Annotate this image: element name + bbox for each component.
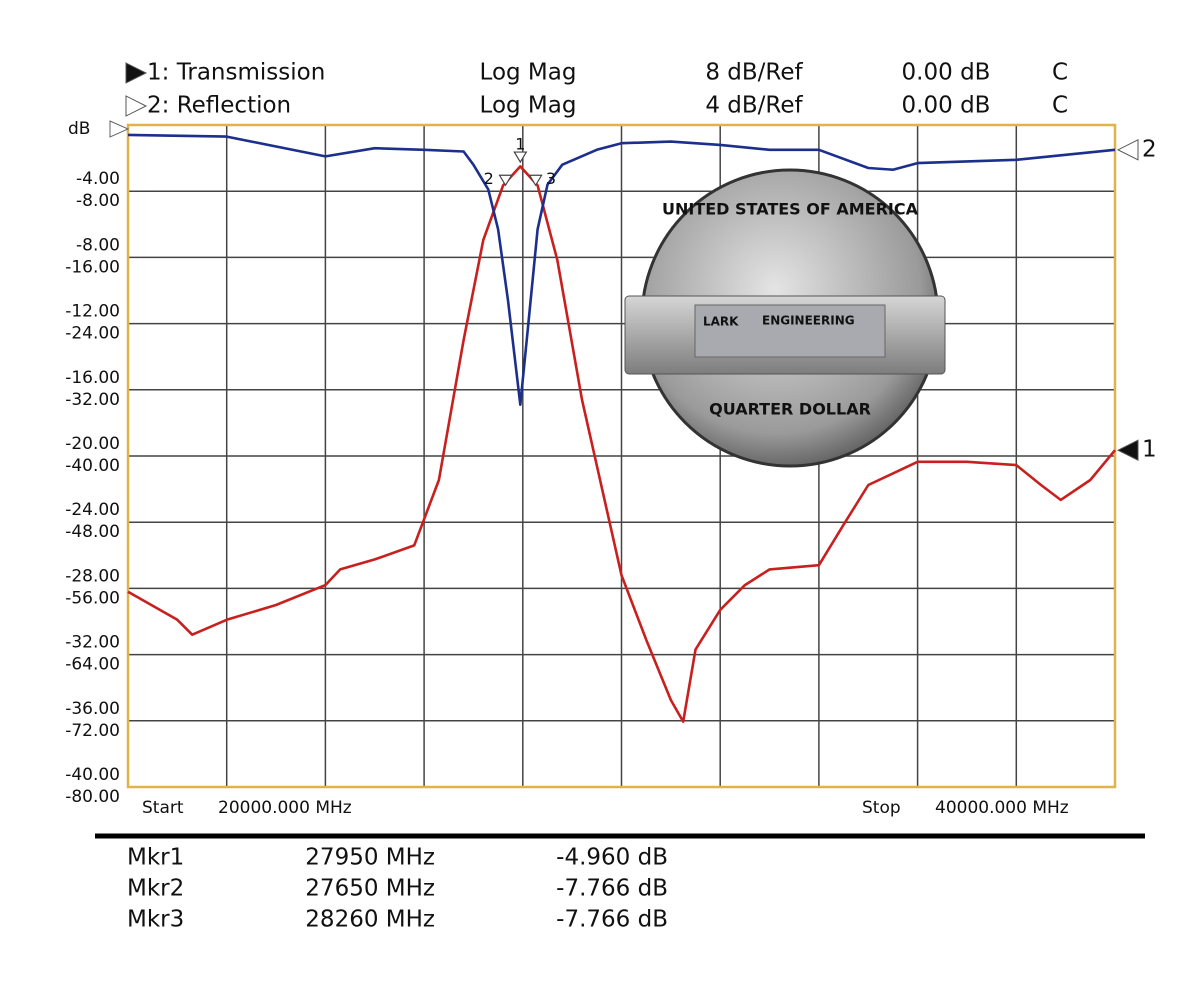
trace-end-label: 1 (1142, 437, 1157, 463)
marker-name: Mkr3 (127, 907, 184, 933)
y2-tick-label: -32.00 (65, 390, 120, 410)
y-tick-label: -12.00 (65, 302, 120, 322)
trace-reference: 0.00 dB (902, 60, 991, 86)
trace-line (127, 133, 1116, 406)
y-unit: dB (68, 119, 90, 139)
marker-value: -7.766 dB (556, 876, 668, 902)
marker-value: -4.960 dB (556, 845, 668, 871)
coin-text: QUARTER DOLLAR (709, 400, 871, 419)
marker-name: Mkr1 (127, 845, 184, 871)
coin-text: UNITED STATES OF AMERICA (662, 200, 919, 219)
y-tick-label: -40.00 (65, 765, 120, 785)
y2-tick-label: -24.00 (65, 324, 120, 344)
y2-tick-label: -40.00 (65, 456, 120, 476)
trace-end-arrow (1116, 439, 1139, 462)
marker (528, 174, 543, 187)
chip-lid (694, 304, 886, 358)
y-tick-label: -8.00 (76, 235, 120, 255)
trace-name: 1: Transmission (147, 60, 325, 86)
y-tick-label: -28.00 (65, 566, 120, 586)
grid (126, 123, 1117, 789)
trace-reference: 0.00 dB (902, 93, 991, 119)
y-tick-label: -24.00 (65, 500, 120, 520)
inset-text: ENGINEERING (762, 314, 855, 328)
marker-freq: 27950 MHz (305, 845, 435, 871)
trace-scale: 8 dB/Ref (705, 60, 803, 86)
y-tick-label: -20.00 (65, 434, 120, 454)
inset-text: LARK (703, 315, 739, 329)
y2-tick-label: -64.00 (65, 655, 120, 675)
y-tick-label: -4.00 (76, 169, 120, 189)
marker-label: 3 (546, 169, 556, 188)
ref-arrow (109, 120, 130, 138)
stop-freq: 40000.000 MHz (935, 798, 1069, 818)
y2-tick-label: -80.00 (65, 787, 120, 807)
y-tick-label: -36.00 (65, 699, 120, 719)
start-freq: 20000.000 MHz (218, 798, 352, 818)
trace-scale: 4 dB/Ref (705, 93, 803, 119)
trace-flag: C (1052, 93, 1068, 119)
y-tick-label: -16.00 (65, 368, 120, 388)
marker (513, 151, 528, 164)
trace-name: 2: Reflection (147, 93, 291, 119)
marker-label: 1 (515, 135, 525, 154)
y2-tick-label: -8.00 (76, 191, 120, 211)
trace-line (127, 165, 1117, 723)
marker-freq: 28260 MHz (305, 907, 435, 933)
y2-tick-label: -72.00 (65, 721, 120, 741)
trace-format: Log Mag (480, 93, 577, 119)
marker-name: Mkr2 (127, 876, 184, 902)
trace-icon (125, 95, 148, 117)
marker-value: -7.766 dB (556, 907, 668, 933)
start-text: Start (142, 798, 184, 818)
trace-icon (125, 62, 148, 84)
inset-photo: UNITED STATES OF AMERICA QUARTER DOLLAR … (624, 168, 946, 468)
trace-end-label: 2 (1142, 136, 1157, 162)
y-tick-label: -32.00 (65, 633, 120, 653)
stop-text: Stop (862, 798, 901, 818)
y2-tick-label: -48.00 (65, 522, 120, 542)
trace-format: Log Mag (480, 60, 577, 86)
y2-tick-label: -16.00 (65, 257, 120, 277)
marker-freq: 27650 MHz (305, 876, 435, 902)
marker (498, 174, 513, 187)
y2-tick-label: -56.00 (65, 588, 120, 608)
traces: 1 2 1 2 3 (127, 133, 1157, 723)
plot-frame (126, 123, 1117, 789)
marker-label: 2 (484, 169, 494, 188)
trace-flag: C (1052, 60, 1068, 86)
labels: dB Start 20000.000 MHz Stop 40000.000 MH… (65, 60, 1145, 933)
trace-end-arrow (1116, 139, 1139, 161)
